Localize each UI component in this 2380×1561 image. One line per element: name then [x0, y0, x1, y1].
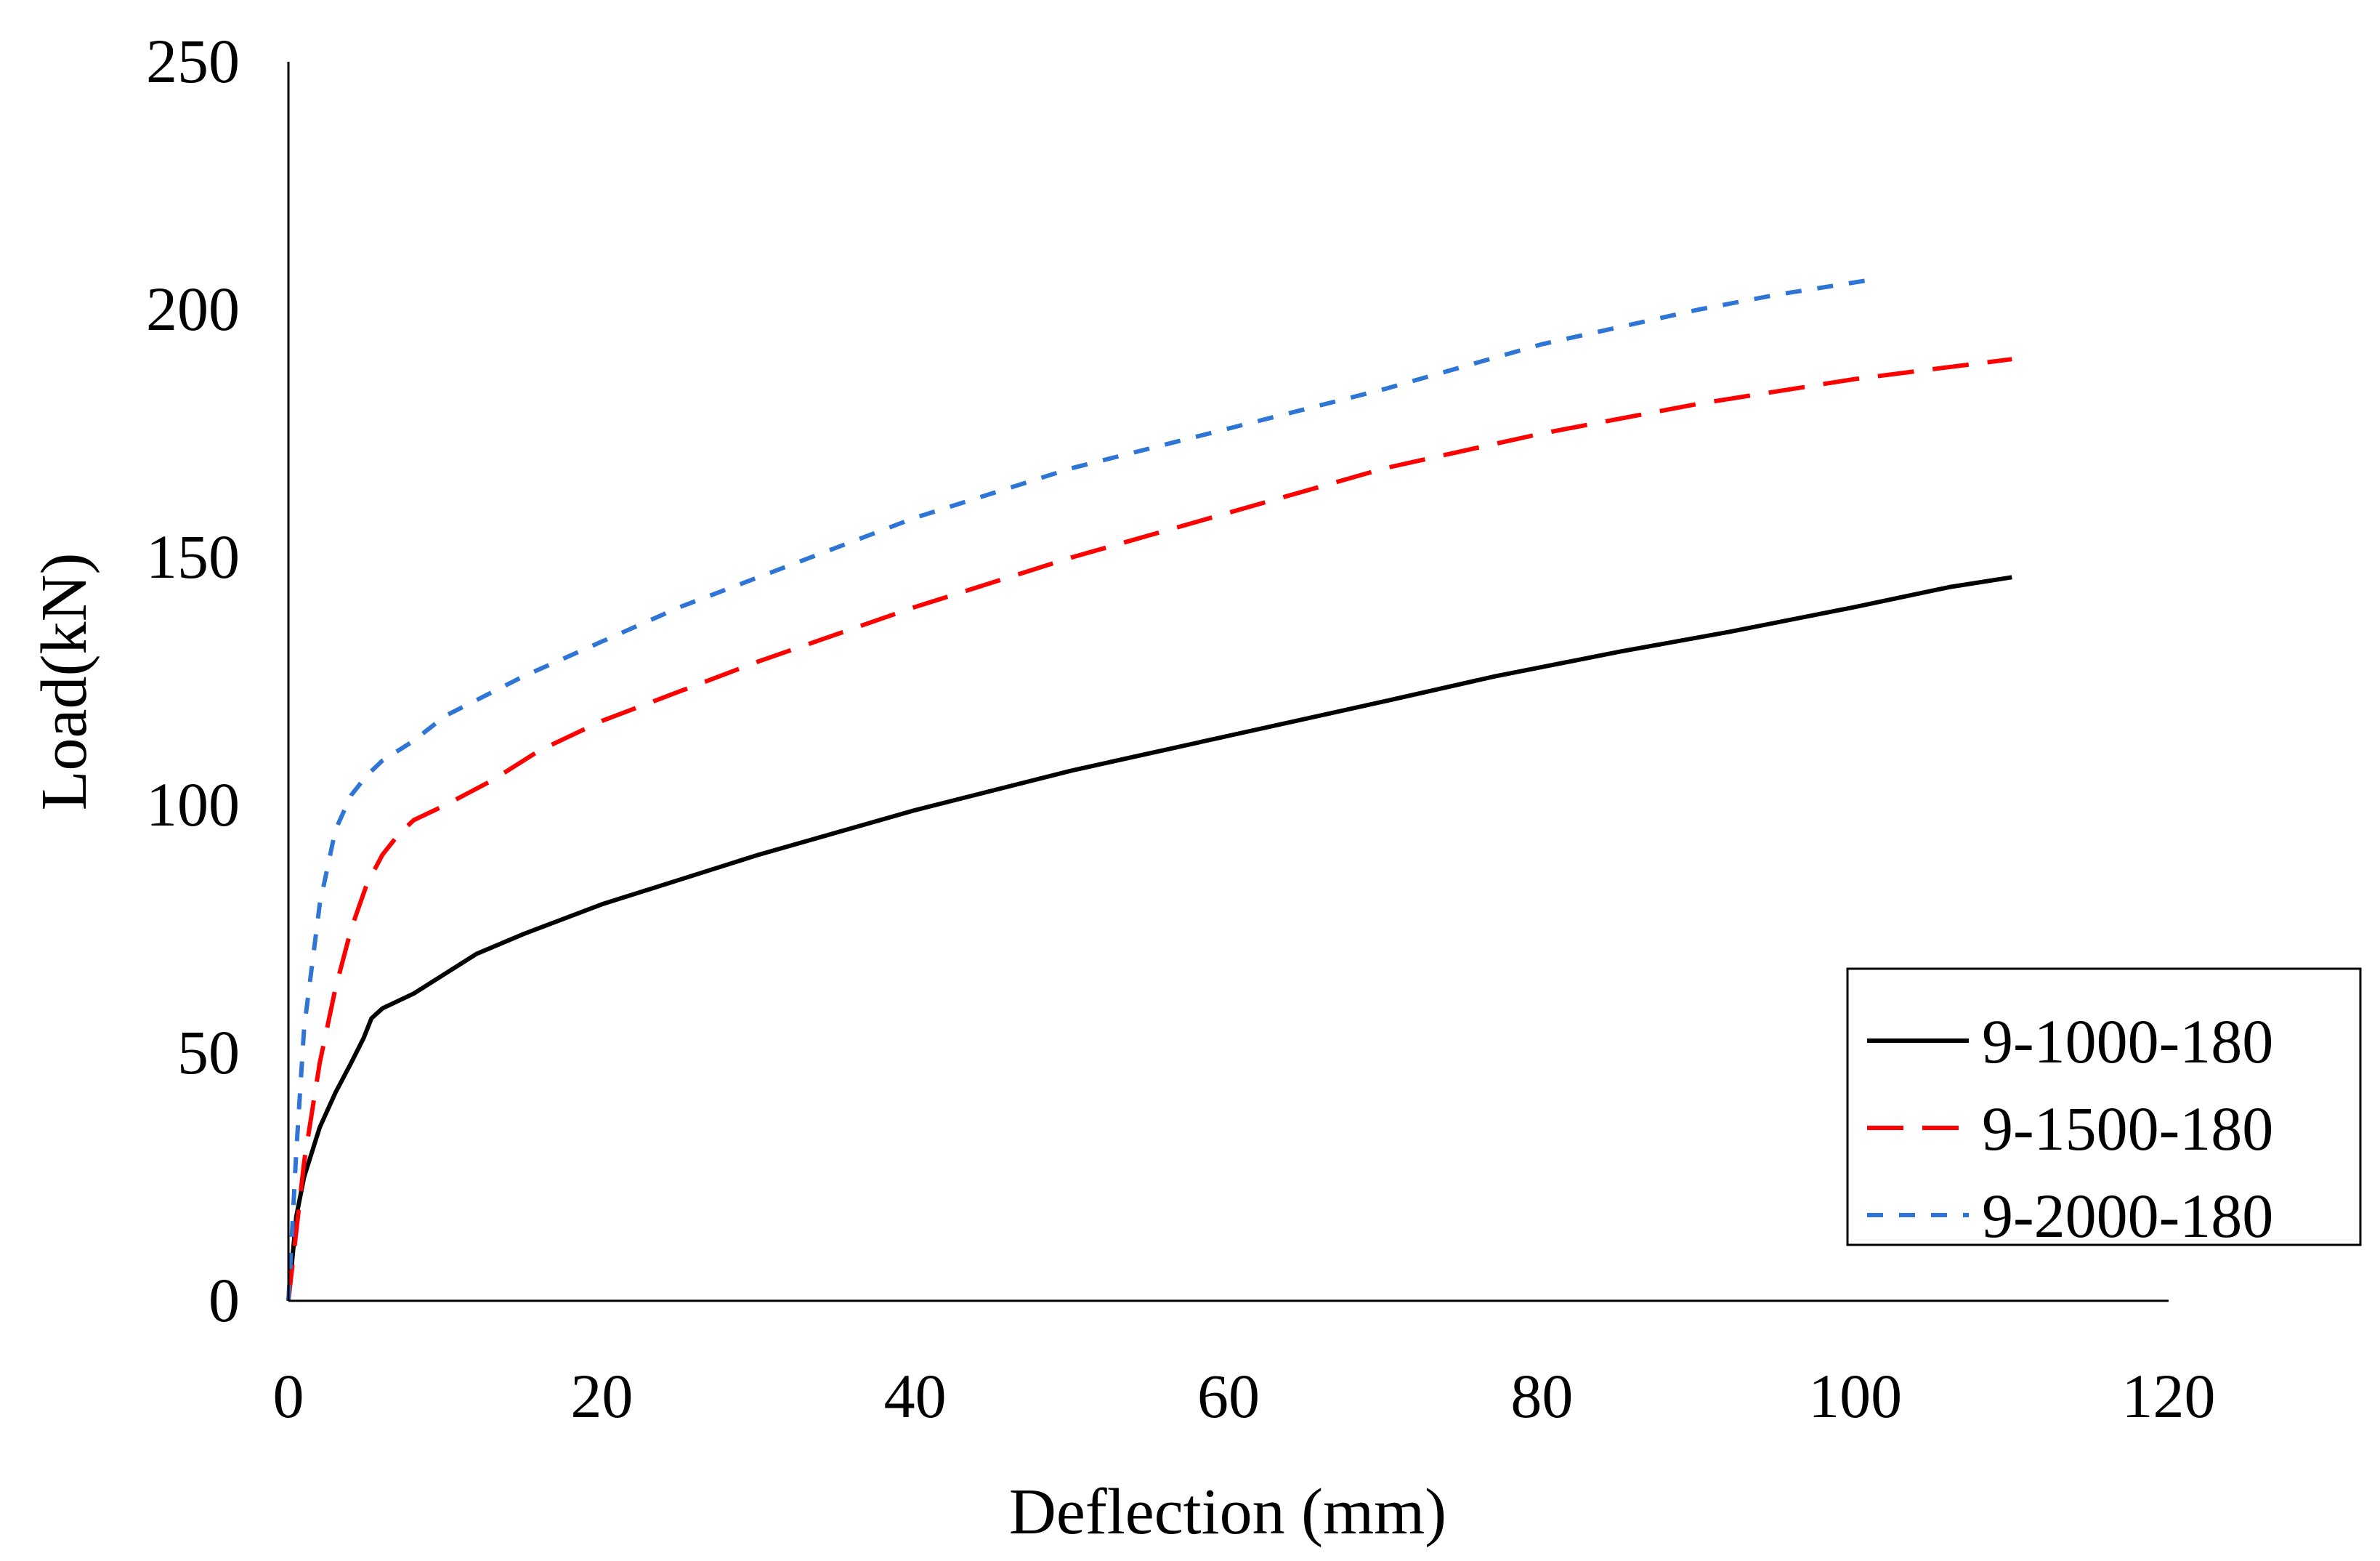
legend-label-3: 9-2000-180	[1982, 1181, 2273, 1251]
x-axis-ticks: 0 20 40 60 80 100 120	[273, 1361, 2216, 1431]
y-tick-label: 0	[209, 1265, 240, 1335]
x-tick-label: 20	[570, 1361, 633, 1431]
y-tick-label: 200	[146, 274, 240, 344]
x-tick-label: 60	[1197, 1361, 1260, 1431]
y-tick-label: 150	[146, 522, 240, 592]
series-line-1	[286, 575, 2012, 1302]
x-tick-label: 40	[884, 1361, 947, 1431]
series-layer	[286, 278, 2012, 1302]
y-tick-label: 50	[177, 1017, 240, 1087]
y-tick-label: 250	[146, 26, 240, 96]
x-tick-label: 100	[1808, 1361, 1902, 1431]
y-axis-title: Load(kN)	[28, 553, 100, 811]
x-axis-title: Deflection (mm)	[1009, 1476, 1446, 1548]
y-axis-ticks: 0 50 100 150 200 250	[146, 26, 240, 1335]
x-tick-label: 0	[273, 1361, 304, 1431]
series-line-2	[286, 357, 2012, 1302]
series-line-3	[286, 278, 1871, 1302]
legend-label-2: 9-1500-180	[1982, 1094, 2273, 1163]
legend-box	[1846, 967, 2362, 1246]
x-tick-label: 80	[1510, 1361, 1573, 1431]
y-tick-label: 100	[146, 770, 240, 839]
legend: 9-1000-180 9-1500-180 9-2000-180	[1846, 967, 2362, 1251]
legend-label-1: 9-1000-180	[1982, 1007, 2273, 1076]
x-tick-label: 120	[2122, 1361, 2216, 1431]
